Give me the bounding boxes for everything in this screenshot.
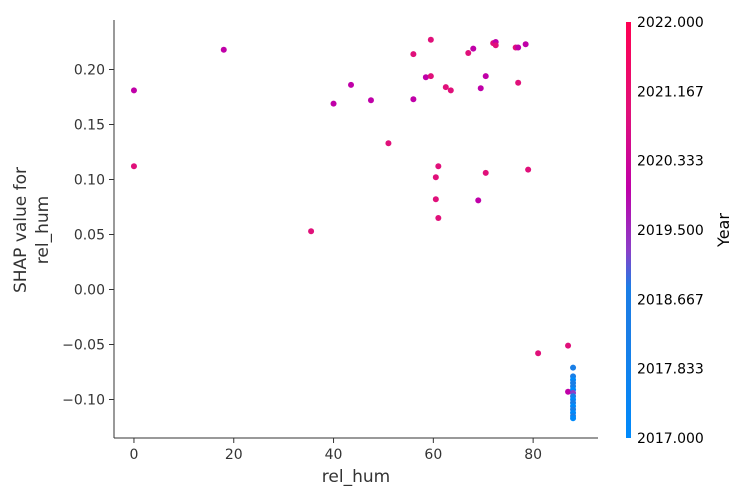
colorbar-tick-label: 2022.000 bbox=[637, 15, 704, 31]
scatter-point bbox=[442, 84, 449, 91]
x-tick-label: 60 bbox=[424, 447, 442, 463]
scatter-point bbox=[130, 163, 137, 170]
colorbar-tick-label: 2017.000 bbox=[637, 431, 704, 447]
scatter-point bbox=[492, 42, 499, 49]
colorbar-tick-label: 2018.667 bbox=[637, 292, 704, 308]
scatter-point bbox=[465, 50, 472, 56]
colorbar-gradient bbox=[626, 22, 631, 438]
scatter-point bbox=[427, 36, 434, 43]
scatter-point bbox=[410, 96, 417, 103]
scatter-point bbox=[432, 196, 439, 203]
y-ticks: 0.20 0.15 0.10 0.05 0.00 −0.05 −0.10 bbox=[62, 63, 114, 409]
scatter-point bbox=[565, 388, 572, 395]
colorbar-tick-label: 2017.833 bbox=[637, 362, 704, 378]
scatter-point bbox=[535, 350, 542, 357]
y-axis-label-line1: SHAP value for bbox=[11, 167, 31, 293]
scatter-point bbox=[477, 85, 484, 92]
colorbar-title: Year bbox=[714, 213, 733, 248]
scatter-point bbox=[470, 45, 477, 52]
y-tick-label: 0.05 bbox=[74, 228, 105, 244]
x-tick-label: 20 bbox=[225, 447, 243, 463]
scatter-point bbox=[482, 169, 489, 176]
y-tick-label: −0.10 bbox=[62, 393, 105, 409]
scatter-point bbox=[422, 74, 429, 81]
scatter-point bbox=[522, 41, 529, 48]
x-ticks: 0 20 40 60 80 bbox=[129, 438, 542, 463]
y-tick-label: 0.10 bbox=[74, 173, 105, 189]
y-axis-label: SHAP value for rel_hum bbox=[11, 167, 53, 293]
scatter-point bbox=[447, 87, 454, 94]
scatter-point bbox=[367, 97, 374, 104]
scatter-point bbox=[432, 174, 439, 181]
colorbar-tick-label: 2019.500 bbox=[637, 223, 704, 239]
scatter-point bbox=[220, 46, 227, 53]
scatter-point bbox=[570, 415, 577, 422]
y-tick-label: 0.20 bbox=[74, 63, 105, 79]
scatter-point bbox=[330, 100, 337, 107]
x-axis-label: rel_hum bbox=[322, 467, 390, 487]
scatter-point bbox=[130, 87, 137, 94]
x-tick-label: 40 bbox=[325, 447, 343, 463]
scatter-point bbox=[385, 140, 392, 147]
y-tick-label: −0.05 bbox=[62, 338, 105, 354]
colorbar-tick-label: 2021.167 bbox=[637, 84, 704, 100]
scatter-point bbox=[435, 163, 442, 170]
scatter-point bbox=[475, 197, 482, 204]
plot-axes bbox=[113, 20, 598, 439]
scatter-point bbox=[308, 228, 315, 235]
scatter-point bbox=[348, 81, 355, 88]
scatter-point bbox=[410, 51, 417, 58]
colorbar-ticks: 2022.000 2021.167 2020.333 2019.500 2018.667… bbox=[637, 15, 704, 447]
scatter-point bbox=[482, 73, 489, 80]
x-tick-label: 0 bbox=[129, 447, 138, 463]
scatter-point bbox=[525, 166, 532, 173]
y-axis-label-line2: rel_hum bbox=[33, 196, 53, 264]
colorbar: 2022.000 2021.167 2020.333 2019.500 2018.667… bbox=[626, 15, 733, 447]
scatter-point bbox=[565, 342, 572, 349]
colorbar-tick-label: 2020.333 bbox=[637, 154, 704, 170]
y-tick-label: 0.00 bbox=[74, 283, 105, 299]
y-tick-label: 0.15 bbox=[74, 118, 105, 134]
scatter-point bbox=[570, 364, 577, 371]
scatter-points bbox=[130, 36, 577, 422]
scatter-point bbox=[515, 44, 522, 51]
scatter-point bbox=[435, 215, 442, 221]
scatter-point bbox=[427, 73, 434, 80]
scatter-point bbox=[515, 79, 522, 86]
x-tick-label: 80 bbox=[524, 447, 542, 463]
